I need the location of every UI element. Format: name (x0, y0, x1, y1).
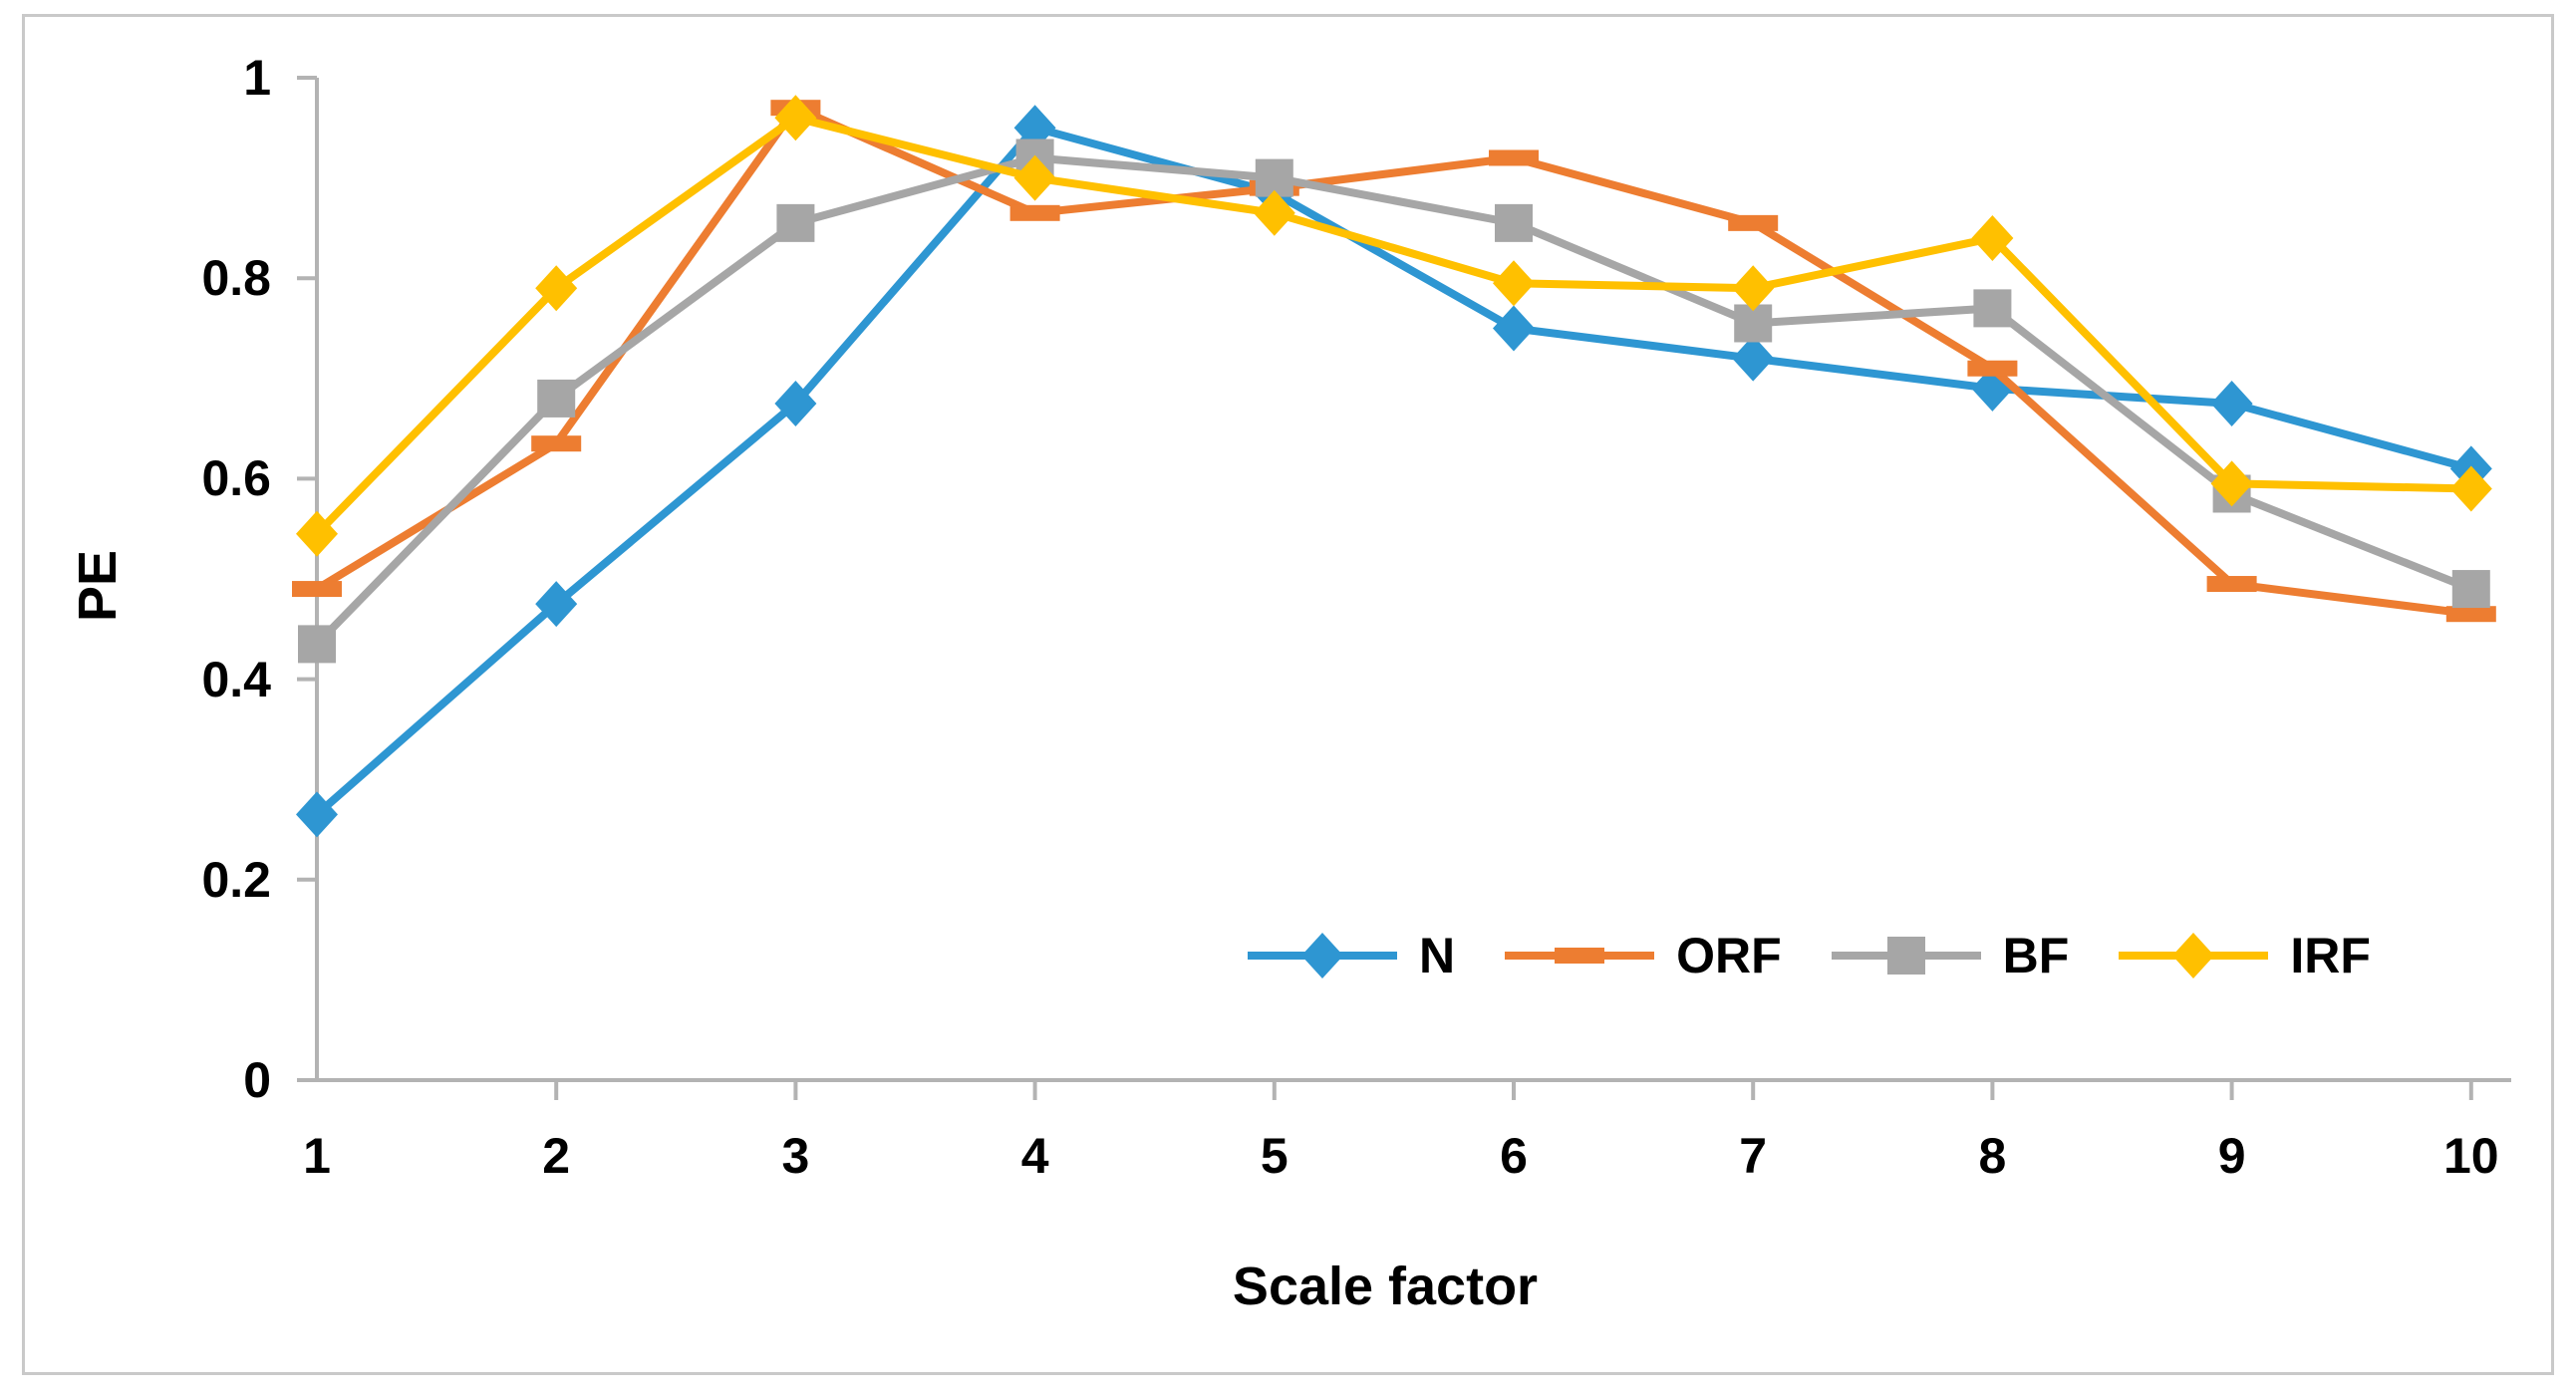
y-tick-label: 0.6 (201, 450, 271, 507)
x-tick-label: 6 (1500, 1128, 1528, 1184)
data-point-dash (2445, 606, 2496, 623)
data-point-square (1495, 203, 1533, 242)
x-tick-label: 9 (2217, 1128, 2246, 1184)
data-point-diamond (1971, 214, 2014, 261)
y-tick-label: 0.8 (201, 250, 271, 307)
x-tick-label: 10 (2442, 1128, 2499, 1184)
data-point-dash (1555, 948, 1605, 964)
legend-item-BF: BF (1831, 919, 2070, 992)
legend-swatch-N (1248, 933, 1397, 978)
data-point-square (1973, 289, 2012, 328)
data-point-diamond (535, 265, 578, 312)
data-point-square (537, 379, 576, 418)
y-tick-label: 0.2 (201, 851, 271, 908)
x-tick-label: 1 (303, 1128, 331, 1184)
data-point-square (2451, 570, 2490, 609)
data-point-dash (2206, 576, 2257, 593)
legend-swatch-IRF (2119, 933, 2269, 978)
series-ORF-line (313, 104, 2475, 619)
data-point-diamond (1732, 265, 1775, 312)
legend-label: N (1419, 928, 1456, 983)
legend-item-ORF: ORF (1505, 919, 1782, 992)
data-point-diamond (774, 380, 817, 426)
y-tick-label: 0 (243, 1052, 271, 1108)
data-point-dash (1728, 214, 1779, 231)
data-point-dash (292, 581, 342, 598)
legend-swatch-ORF (1505, 948, 1655, 964)
legend-swatch-BF (1831, 937, 1981, 975)
y-tick-label: 1 (243, 50, 271, 106)
data-point-diamond (2172, 933, 2215, 978)
legend-label: ORF (1676, 928, 1782, 983)
data-point-diamond (1013, 154, 1056, 201)
data-point-diamond (2210, 460, 2253, 507)
data-point-diamond (774, 95, 817, 141)
data-point-diamond (296, 791, 338, 838)
x-tick-label: 4 (1020, 1128, 1049, 1184)
x-tick-label: 7 (1739, 1128, 1768, 1184)
data-point-dash (1967, 360, 2018, 377)
data-point-diamond (2210, 380, 2253, 426)
x-tick-label: 3 (781, 1128, 810, 1184)
data-point-diamond (296, 510, 338, 557)
series-IRF-line (313, 114, 2475, 538)
data-point-diamond (535, 581, 578, 628)
legend-item-IRF: IRF (2119, 919, 2371, 992)
figure-border-frame (22, 14, 2554, 1375)
data-point-dash (1489, 149, 1539, 166)
data-point-square (776, 203, 815, 242)
data-point-diamond (2449, 465, 2492, 512)
x-tick-label: 2 (542, 1128, 571, 1184)
x-tick-label: 5 (1260, 1128, 1288, 1184)
data-point-square (1886, 937, 1925, 975)
y-tick-label: 0.4 (201, 651, 271, 707)
x-axis-title: Scale factor (1232, 1257, 1539, 1316)
data-point-diamond (1493, 260, 1535, 307)
legend-label: IRF (2290, 928, 2371, 983)
data-point-diamond (1253, 189, 1295, 236)
data-point-dash (1009, 204, 1060, 221)
legend: N ORF BF IRF (1248, 919, 2371, 992)
legend-label: BF (2002, 928, 2070, 983)
series-BF-line (313, 153, 2475, 649)
data-point-dash (531, 435, 582, 452)
data-point-diamond (1493, 305, 1535, 352)
legend-item-N: N (1248, 919, 1455, 992)
data-point-diamond (1732, 335, 1775, 382)
data-point-diamond (1301, 933, 1343, 978)
data-point-square (298, 625, 336, 664)
x-tick-label: 8 (1978, 1128, 2007, 1184)
